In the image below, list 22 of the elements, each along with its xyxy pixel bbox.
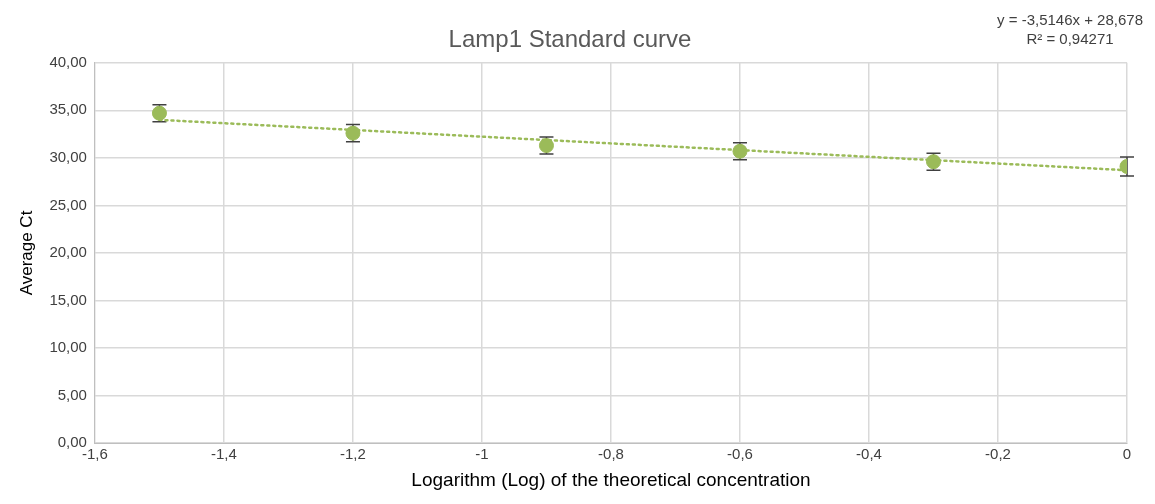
x-axis-title: Logarithm (Log) of the theoretical concentration <box>411 468 811 490</box>
x-tick-label: -0,4 <box>856 445 882 463</box>
y-tick-label: 35,00 <box>49 100 87 118</box>
y-tick-label: 40,00 <box>49 52 87 70</box>
y-tick-label: 20,00 <box>49 243 87 261</box>
x-tick-label: -0,6 <box>727 445 753 463</box>
x-tick-label: -0,8 <box>598 445 624 463</box>
x-tick-label: -1,2 <box>340 445 366 463</box>
x-tick-label: -1 <box>475 445 489 463</box>
y-tick-label: 10,00 <box>49 338 87 356</box>
x-tick-label: -1,4 <box>211 445 237 463</box>
text: R² = 0,94271 <box>1025 29 1115 48</box>
x-tick-label: 0 <box>1122 445 1132 463</box>
y-axis-title: Average Ct <box>16 210 36 296</box>
x-tick-label: -0,2 <box>985 445 1011 463</box>
y-tick-label: 15,00 <box>49 290 87 308</box>
text: y = -3,5146x + 28,678 <box>997 10 1143 29</box>
y-tick-label: 25,00 <box>49 195 87 213</box>
y-tick-label: 30,00 <box>49 148 87 166</box>
y-tick-label: 5,00 <box>57 385 87 403</box>
y-tick-label: 0,00 <box>57 433 87 451</box>
chart-title: Lamp1 Standard curve <box>448 25 692 53</box>
